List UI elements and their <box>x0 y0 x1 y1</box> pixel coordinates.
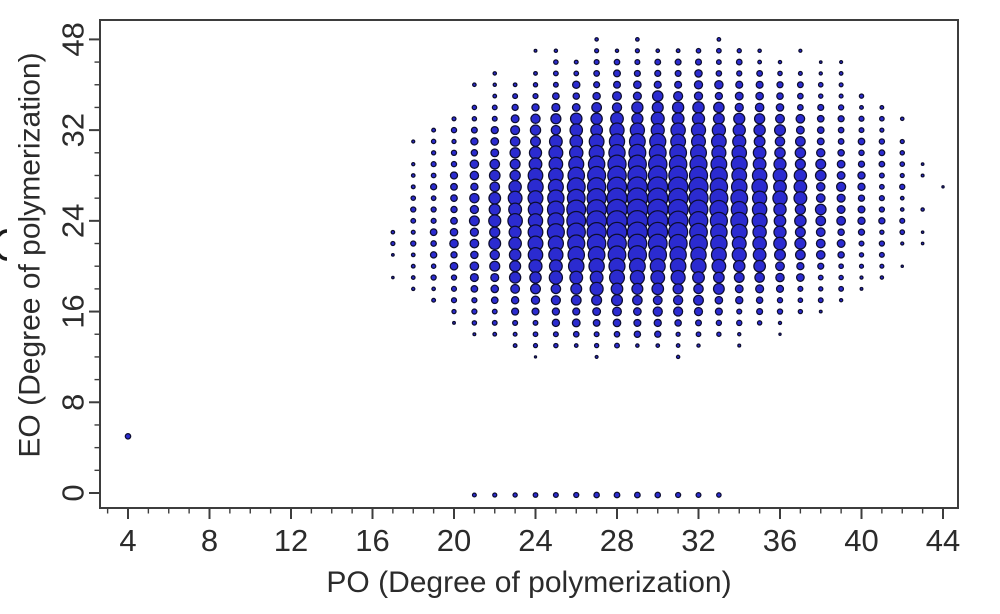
svg-text:8: 8 <box>201 523 218 558</box>
svg-text:24: 24 <box>518 523 552 558</box>
svg-text:32: 32 <box>681 523 715 558</box>
svg-text:24: 24 <box>56 204 91 238</box>
x-axis-title: PO (Degree of polymerization) <box>326 566 731 599</box>
y-axis-title: EO (Degree of polymerization) <box>14 52 47 457</box>
svg-text:12: 12 <box>274 523 308 558</box>
svg-text:16: 16 <box>56 294 91 328</box>
clipped-edge-glyph <box>0 229 8 261</box>
svg-text:20: 20 <box>437 523 471 558</box>
svg-text:28: 28 <box>600 523 634 558</box>
svg-text:48: 48 <box>56 22 91 56</box>
svg-text:32: 32 <box>56 113 91 147</box>
axis-ticks <box>89 38 944 519</box>
svg-text:16: 16 <box>355 523 389 558</box>
svg-text:36: 36 <box>763 523 797 558</box>
svg-text:40: 40 <box>844 523 878 558</box>
plot-frame <box>99 19 959 509</box>
svg-text:0: 0 <box>56 484 91 501</box>
svg-text:8: 8 <box>56 394 91 411</box>
svg-text:4: 4 <box>119 523 136 558</box>
bubble-cloud <box>124 37 945 499</box>
svg-text:44: 44 <box>926 523 960 558</box>
